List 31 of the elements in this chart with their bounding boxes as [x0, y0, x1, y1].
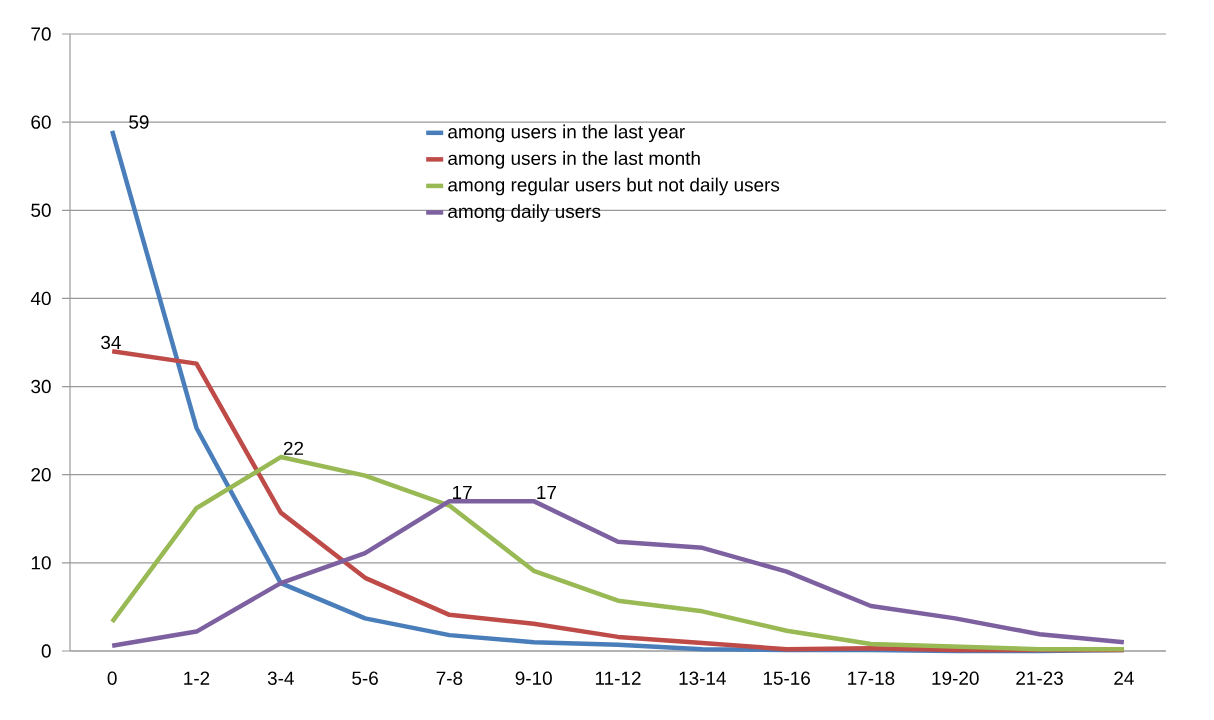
- data-label: 17: [537, 485, 557, 499]
- y-tick-label: 0: [41, 644, 51, 658]
- x-tick-label: 5-6: [352, 671, 378, 685]
- x-tick-label: 11-12: [595, 671, 641, 685]
- data-label: 34: [101, 335, 121, 350]
- data-label: 17: [453, 485, 472, 499]
- data-label: 22: [283, 441, 304, 455]
- y-tick-label: 70: [31, 27, 51, 41]
- y-tick-label: 10: [31, 556, 51, 570]
- y-tick-label: 60: [31, 115, 51, 129]
- x-tick-label: 19-20: [932, 671, 979, 685]
- legend-label: among daily users: [448, 204, 601, 222]
- y-tick-label: 50: [31, 203, 51, 217]
- x-tick-label: 0: [107, 671, 117, 685]
- legend-label: among users in the last month: [448, 151, 700, 169]
- legend-label: among regular users but not daily users: [448, 177, 780, 196]
- x-tick-label: 15-16: [763, 671, 810, 685]
- x-tick-label: 9-10: [515, 671, 552, 685]
- y-tick-label: 40: [30, 291, 51, 306]
- x-tick-label: 24: [1114, 671, 1134, 685]
- x-tick-label: 13-14: [679, 671, 726, 685]
- x-tick-label: 17-18: [848, 671, 895, 685]
- x-tick-label: 7-8: [436, 671, 463, 685]
- line-series: [109, 498, 1127, 648]
- x-tick-label: 21-23: [1016, 671, 1063, 685]
- x-tick-label: 3-4: [267, 671, 294, 685]
- x-tick-label: 1-2: [184, 671, 210, 685]
- legend-label: among users in the last year: [448, 124, 685, 143]
- data-label: 59: [129, 115, 149, 129]
- y-tick-label: 20: [31, 468, 51, 482]
- y-tick-label: 30: [31, 379, 51, 394]
